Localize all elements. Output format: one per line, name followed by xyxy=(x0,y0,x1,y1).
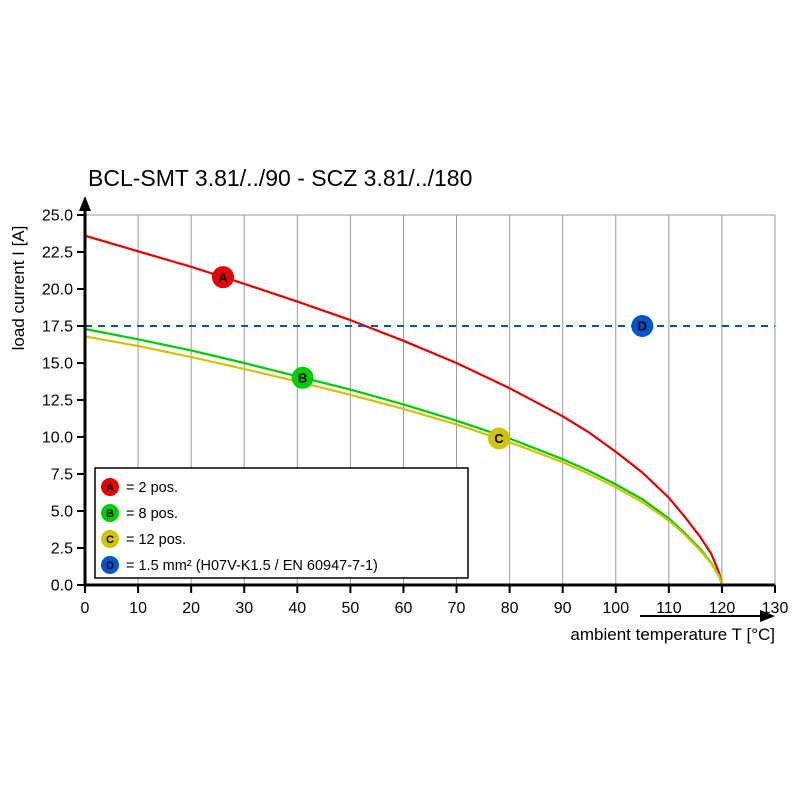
y-tick-label: 25.0 xyxy=(42,208,73,225)
y-tick-label: 15.0 xyxy=(42,356,73,373)
x-axis-label: ambient temperature T [°C] xyxy=(570,625,775,644)
x-tick-label: 70 xyxy=(448,600,466,617)
legend-label-C: = 12 pos. xyxy=(126,532,186,548)
legend-marker-A xyxy=(101,478,119,496)
x-tick-label: 0 xyxy=(81,600,90,617)
x-tick-label: 10 xyxy=(129,600,147,617)
curve-marker-letter-B: B xyxy=(298,371,307,386)
series-line-A xyxy=(83,234,724,587)
y-tick-label: 7.5 xyxy=(51,467,73,484)
legend-label-B: = 8 pos. xyxy=(126,506,178,522)
plot-area: 0 10 20 30 40 50 60 70 80 90 100 110 120 130 0.0 2.5 5.0… xyxy=(42,196,789,622)
curve-marker-letter-C: C xyxy=(494,431,504,446)
legend-marker-D xyxy=(101,556,119,574)
legend-box xyxy=(94,467,469,579)
x-tick-label: 80 xyxy=(501,600,519,617)
y-tick-label: 5.0 xyxy=(51,504,73,521)
legend-marker-letter-B: B xyxy=(106,508,114,520)
legend-marker-C xyxy=(101,530,119,548)
curve-marker-C xyxy=(488,427,510,450)
y-axis-arrow-icon xyxy=(79,196,91,211)
legend-label-A: = 2 pos. xyxy=(126,480,178,496)
x-tick-label: 110 xyxy=(656,600,682,617)
x-tick-label: 50 xyxy=(341,600,359,617)
y-tick-label: 0.0 xyxy=(51,578,73,595)
x-tick-label: 120 xyxy=(709,600,736,617)
legend-marker-letter-D: D xyxy=(106,560,114,572)
y-tick-label: 10.0 xyxy=(42,430,73,447)
y-axis-label: load current I [A] xyxy=(9,226,28,351)
legend-marker-letter-A: A xyxy=(106,482,114,494)
x-tick-label: 30 xyxy=(235,600,253,617)
x-tick-label: 20 xyxy=(182,600,200,617)
curve-marker-D xyxy=(631,315,654,337)
y-tick-label: 22.5 xyxy=(42,245,73,262)
y-tick-label: 2.5 xyxy=(51,541,73,558)
x-axis-arrow-icon xyxy=(760,610,775,622)
y-tick-label: 17.5 xyxy=(42,319,73,336)
y-tick-label: 20.0 xyxy=(42,282,73,299)
curve-marker-A xyxy=(212,266,234,289)
curve-marker-B xyxy=(291,366,314,389)
x-tick-label: 40 xyxy=(288,600,306,617)
legend-marker-B xyxy=(101,504,119,522)
x-tick-label: 130 xyxy=(762,600,789,617)
chart-title: BCL-SMT 3.81/../90 - SCZ 3.81/../180 xyxy=(88,165,472,191)
curve-marker-letter-A: A xyxy=(218,270,228,285)
y-tick-label: 12.5 xyxy=(42,393,73,410)
x-tick-label: 90 xyxy=(554,600,572,617)
legend-marker-letter-C: C xyxy=(106,534,114,546)
legend-label-D: = 1.5 mm² (H07V-K1.5 / EN 60947-7-1) xyxy=(126,558,378,574)
curve-marker-letter-D: D xyxy=(638,319,647,334)
x-tick-label: 100 xyxy=(602,600,629,617)
series-line-C xyxy=(83,335,724,587)
x-tick-label: 60 xyxy=(395,600,413,617)
